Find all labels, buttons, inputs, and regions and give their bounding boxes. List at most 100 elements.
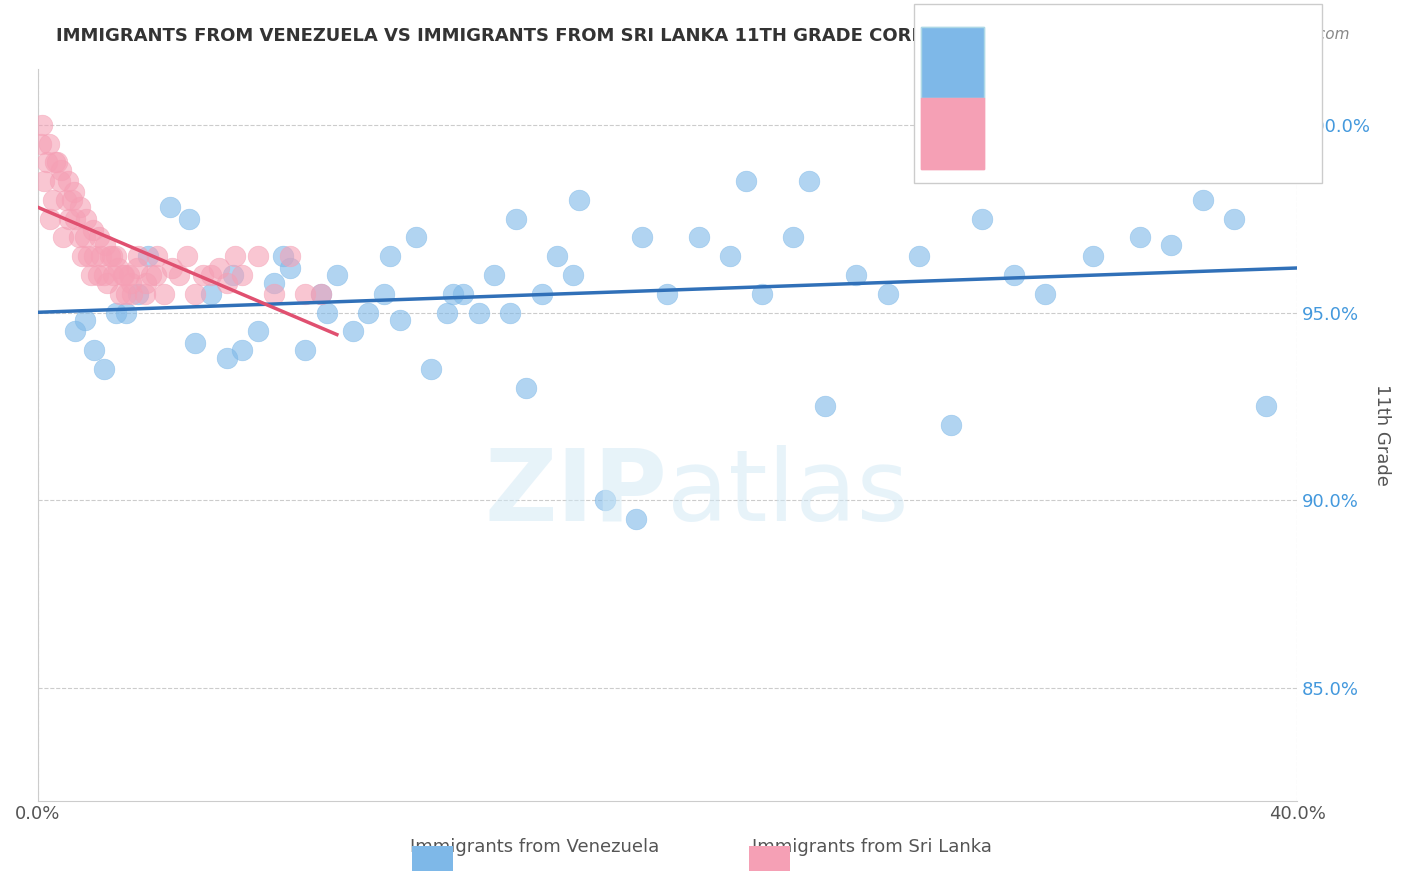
- Point: [169, 268, 191, 282]
- Point: [56, 174, 79, 188]
- Text: ZIP: ZIP: [485, 444, 668, 541]
- Point: [208, 260, 231, 275]
- Point: [94, 238, 117, 252]
- Point: [52, 230, 75, 244]
- Point: [688, 230, 710, 244]
- Text: Immigrants from Venezuela: Immigrants from Venezuela: [409, 838, 659, 856]
- Point: [73, 230, 96, 244]
- Point: [31, 118, 53, 132]
- Point: [39, 211, 62, 226]
- Point: [90, 249, 112, 263]
- Text: atlas: atlas: [668, 444, 910, 541]
- Point: [184, 286, 207, 301]
- Point: [1160, 238, 1182, 252]
- Point: [160, 260, 183, 275]
- Point: [309, 286, 332, 301]
- Point: [735, 174, 758, 188]
- Point: [127, 286, 149, 301]
- Point: [388, 313, 411, 327]
- Point: [515, 381, 537, 395]
- Point: [1192, 193, 1215, 207]
- Point: [294, 286, 316, 301]
- Point: [441, 286, 464, 301]
- Point: [60, 193, 83, 207]
- Point: [278, 260, 301, 275]
- Point: [593, 493, 616, 508]
- Point: [58, 211, 80, 226]
- Point: [136, 249, 159, 263]
- Point: [845, 268, 868, 282]
- Point: [222, 268, 245, 282]
- Point: [309, 286, 332, 301]
- Point: [125, 260, 148, 275]
- Point: [48, 174, 70, 188]
- Point: [159, 201, 181, 215]
- Point: [139, 268, 162, 282]
- Point: [499, 305, 522, 319]
- Point: [105, 305, 128, 319]
- Point: [146, 249, 169, 263]
- Point: [215, 276, 238, 290]
- Text: IMMIGRANTS FROM VENEZUELA VS IMMIGRANTS FROM SRI LANKA 11TH GRADE CORRELATION CH: IMMIGRANTS FROM VENEZUELA VS IMMIGRANTS …: [56, 27, 1084, 45]
- Point: [1254, 400, 1277, 414]
- Point: [83, 343, 105, 357]
- Point: [98, 249, 121, 263]
- Y-axis label: 11th Grade: 11th Grade: [1374, 384, 1391, 485]
- Point: [65, 324, 87, 338]
- Point: [405, 230, 427, 244]
- Point: [546, 249, 568, 263]
- Point: [44, 155, 66, 169]
- Point: [38, 136, 60, 151]
- Point: [1129, 230, 1152, 244]
- Point: [568, 193, 591, 207]
- Point: [42, 193, 65, 207]
- Point: [231, 268, 253, 282]
- Point: [100, 249, 122, 263]
- Point: [799, 174, 821, 188]
- Point: [294, 343, 316, 357]
- Point: [373, 286, 395, 301]
- Point: [65, 211, 87, 226]
- Point: [80, 268, 103, 282]
- Point: [67, 230, 90, 244]
- Point: [86, 268, 108, 282]
- Point: [200, 286, 222, 301]
- Point: [112, 268, 135, 282]
- Point: [118, 268, 141, 282]
- Point: [70, 249, 93, 263]
- Point: [1002, 268, 1025, 282]
- Text: Immigrants from Sri Lanka: Immigrants from Sri Lanka: [752, 838, 991, 856]
- Point: [877, 286, 900, 301]
- Point: [1223, 211, 1246, 226]
- Point: [326, 268, 349, 282]
- Point: [939, 418, 962, 433]
- Point: [215, 351, 238, 365]
- Point: [782, 230, 804, 244]
- Point: [73, 313, 96, 327]
- Point: [107, 260, 129, 275]
- Point: [451, 286, 474, 301]
- Point: [436, 305, 458, 319]
- Point: [96, 276, 118, 290]
- Point: [93, 362, 115, 376]
- Point: [82, 223, 104, 237]
- Point: [562, 268, 585, 282]
- Point: [191, 268, 214, 282]
- Point: [145, 268, 167, 282]
- Point: [231, 343, 253, 357]
- Point: [530, 286, 553, 301]
- Point: [200, 268, 222, 282]
- Point: [63, 186, 86, 200]
- Point: [624, 512, 647, 526]
- Text: R = 0.164   N = 68: R = 0.164 N = 68: [980, 124, 1181, 144]
- Point: [93, 268, 115, 282]
- Point: [135, 276, 157, 290]
- Point: [121, 286, 143, 301]
- Point: [152, 286, 174, 301]
- Point: [134, 286, 156, 301]
- Point: [120, 276, 142, 290]
- Point: [316, 305, 339, 319]
- Point: [972, 211, 994, 226]
- Point: [115, 305, 138, 319]
- Point: [380, 249, 402, 263]
